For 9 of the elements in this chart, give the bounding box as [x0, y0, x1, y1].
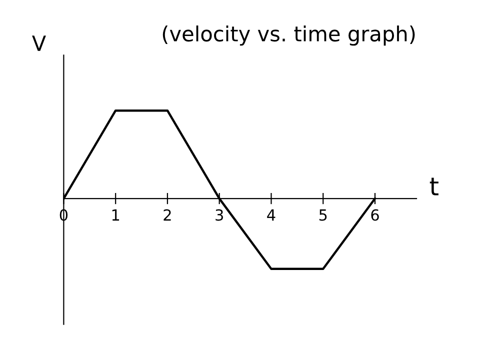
x-axis-title: t [430, 178, 438, 196]
x-tick-label: 2 [164, 209, 171, 221]
x-tick-label: 5 [319, 209, 327, 221]
x-tick-label: 3 [216, 209, 223, 221]
chart-title: (velocity vs. time graph) [162, 25, 415, 46]
x-tick-label: 6 [371, 209, 379, 221]
x-tick-label: 1 [112, 209, 120, 221]
x-tick-label: 4 [267, 209, 276, 221]
y-axis-title: V [32, 36, 46, 51]
